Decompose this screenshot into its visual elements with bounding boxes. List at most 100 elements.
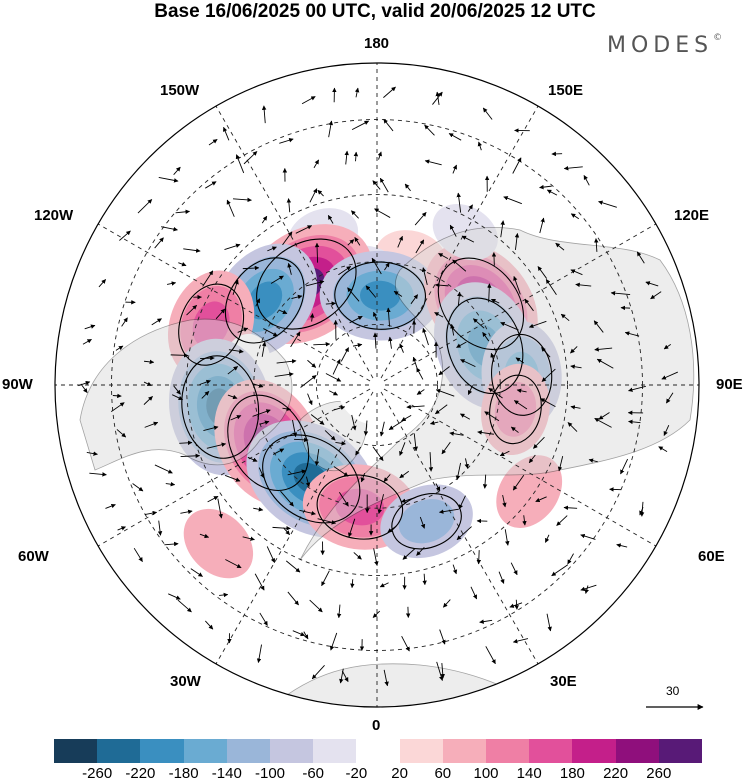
wind-vector: [317, 518, 337, 525]
wind-vector: [112, 393, 122, 399]
wind-vector: [154, 464, 173, 474]
wind-vector: [333, 466, 349, 477]
wind-vector: [438, 508, 459, 514]
wind-vector: [336, 604, 342, 619]
wind-vector: [168, 593, 181, 600]
wind-vector: [383, 86, 396, 98]
wind-vector: [235, 154, 245, 174]
wind-vector: [412, 356, 418, 369]
wind-vector: [482, 107, 493, 120]
wind-vector: [344, 150, 349, 165]
wind-vector: [513, 400, 528, 410]
wind-vector: [539, 217, 545, 234]
wind-vector: [379, 177, 389, 193]
wind-vector: [429, 420, 439, 426]
wind-vector: [482, 474, 488, 489]
wind-vector: [161, 226, 178, 232]
wind-vector: [86, 451, 98, 456]
wind-vector: [406, 404, 425, 410]
wind-vector: [295, 225, 313, 234]
colorbar-swatch: [529, 739, 573, 763]
wind-vector: [242, 536, 255, 541]
wind-vector: [663, 425, 670, 436]
wind-vector: [151, 318, 162, 326]
wind-vector: [230, 415, 242, 421]
wind-vector: [583, 175, 590, 186]
wind-vector: [207, 495, 219, 503]
wind-vector: [341, 670, 349, 683]
wind-vector: [309, 599, 323, 613]
wind-vector: [329, 390, 338, 396]
wind-vector: [290, 331, 301, 348]
colorbar-tick-label: 100: [473, 765, 499, 782]
wind-vector: [351, 414, 357, 431]
wind-vector: [504, 529, 510, 546]
positive-anomaly: [183, 508, 254, 579]
wind-vector: [340, 347, 349, 362]
wind-vector: [165, 481, 176, 487]
colorbar-tick-label: 60: [434, 765, 452, 782]
wind-vector: [353, 552, 362, 560]
wind-vector: [522, 515, 527, 526]
wind-vector: [546, 613, 552, 632]
wind-vector: [452, 259, 467, 272]
latitude-circle: [316, 324, 438, 446]
wind-vector: [616, 543, 628, 548]
wind-vector: [258, 467, 265, 479]
modes-logo: MODES©: [607, 33, 722, 58]
wind-vector: [456, 341, 467, 348]
wind-vector: [217, 498, 223, 519]
lon-label-150w: 150W: [160, 82, 200, 99]
wind-vector: [477, 141, 483, 151]
wind-vector: [563, 505, 578, 511]
wind-vector: [560, 313, 570, 322]
wind-vector: [348, 518, 356, 538]
wind-vector: [372, 610, 381, 618]
wind-vector: [203, 425, 219, 431]
colorbar-tick-label: -140: [211, 765, 242, 782]
wind-vector: [80, 383, 88, 394]
wind-vector: [286, 198, 292, 213]
wind-vector: [282, 231, 293, 246]
wind-vector: [473, 318, 485, 329]
wind-vector: [338, 491, 349, 507]
wind-vector: [352, 342, 363, 348]
wind-vector: [470, 586, 478, 600]
wind-vector: [293, 437, 309, 443]
wind-vector: [580, 533, 596, 540]
wind-vector: [383, 118, 394, 132]
wind-vector: [329, 632, 338, 651]
lon-label-90w: 90W: [2, 376, 33, 393]
wind-vector: [388, 336, 393, 349]
map-title: Base 16/06/2025 00 UTC, valid 20/06/2025…: [154, 1, 596, 22]
wind-vector: [541, 368, 556, 382]
wind-vector: [276, 359, 297, 364]
wind-vector: [540, 398, 556, 407]
wind-vector: [253, 507, 264, 512]
wind-vector: [144, 359, 155, 365]
wind-vector: [180, 453, 201, 459]
north-pole-blank: [337, 345, 417, 425]
colorbar-tick-label: -260: [82, 765, 113, 782]
wind-vector: [514, 599, 519, 610]
wind-vector: [575, 282, 592, 288]
wind-vector: [350, 579, 355, 589]
wind-vector: [272, 448, 285, 455]
colorbar-swatch: [183, 739, 227, 763]
wind-vector: [279, 309, 288, 314]
wind-vector: [183, 248, 201, 253]
wind-vector: [421, 267, 428, 286]
colorbar: [54, 739, 703, 763]
wind-vector: [133, 547, 143, 562]
wind-vector: [325, 373, 342, 382]
wind-vector: [314, 449, 320, 466]
anomaly-contour-line: [262, 434, 361, 524]
wind-vector: [261, 341, 267, 357]
wind-vector: [455, 462, 462, 481]
wind-vector: [232, 197, 252, 203]
colorbar-swatch: [226, 739, 271, 763]
wind-vector: [402, 548, 416, 560]
wind-vector: [305, 280, 325, 287]
wind-vector: [301, 96, 316, 105]
wind-vector: [658, 446, 668, 452]
